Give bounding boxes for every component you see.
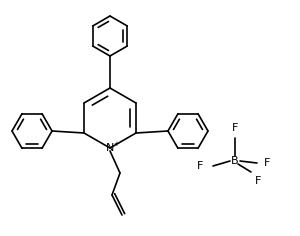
Text: B: B bbox=[231, 156, 239, 166]
Text: F: F bbox=[255, 176, 261, 186]
Text: F: F bbox=[197, 161, 203, 171]
Text: F: F bbox=[264, 158, 270, 168]
Text: F: F bbox=[232, 123, 238, 133]
Text: +: + bbox=[113, 141, 119, 147]
Text: N: N bbox=[106, 143, 114, 153]
